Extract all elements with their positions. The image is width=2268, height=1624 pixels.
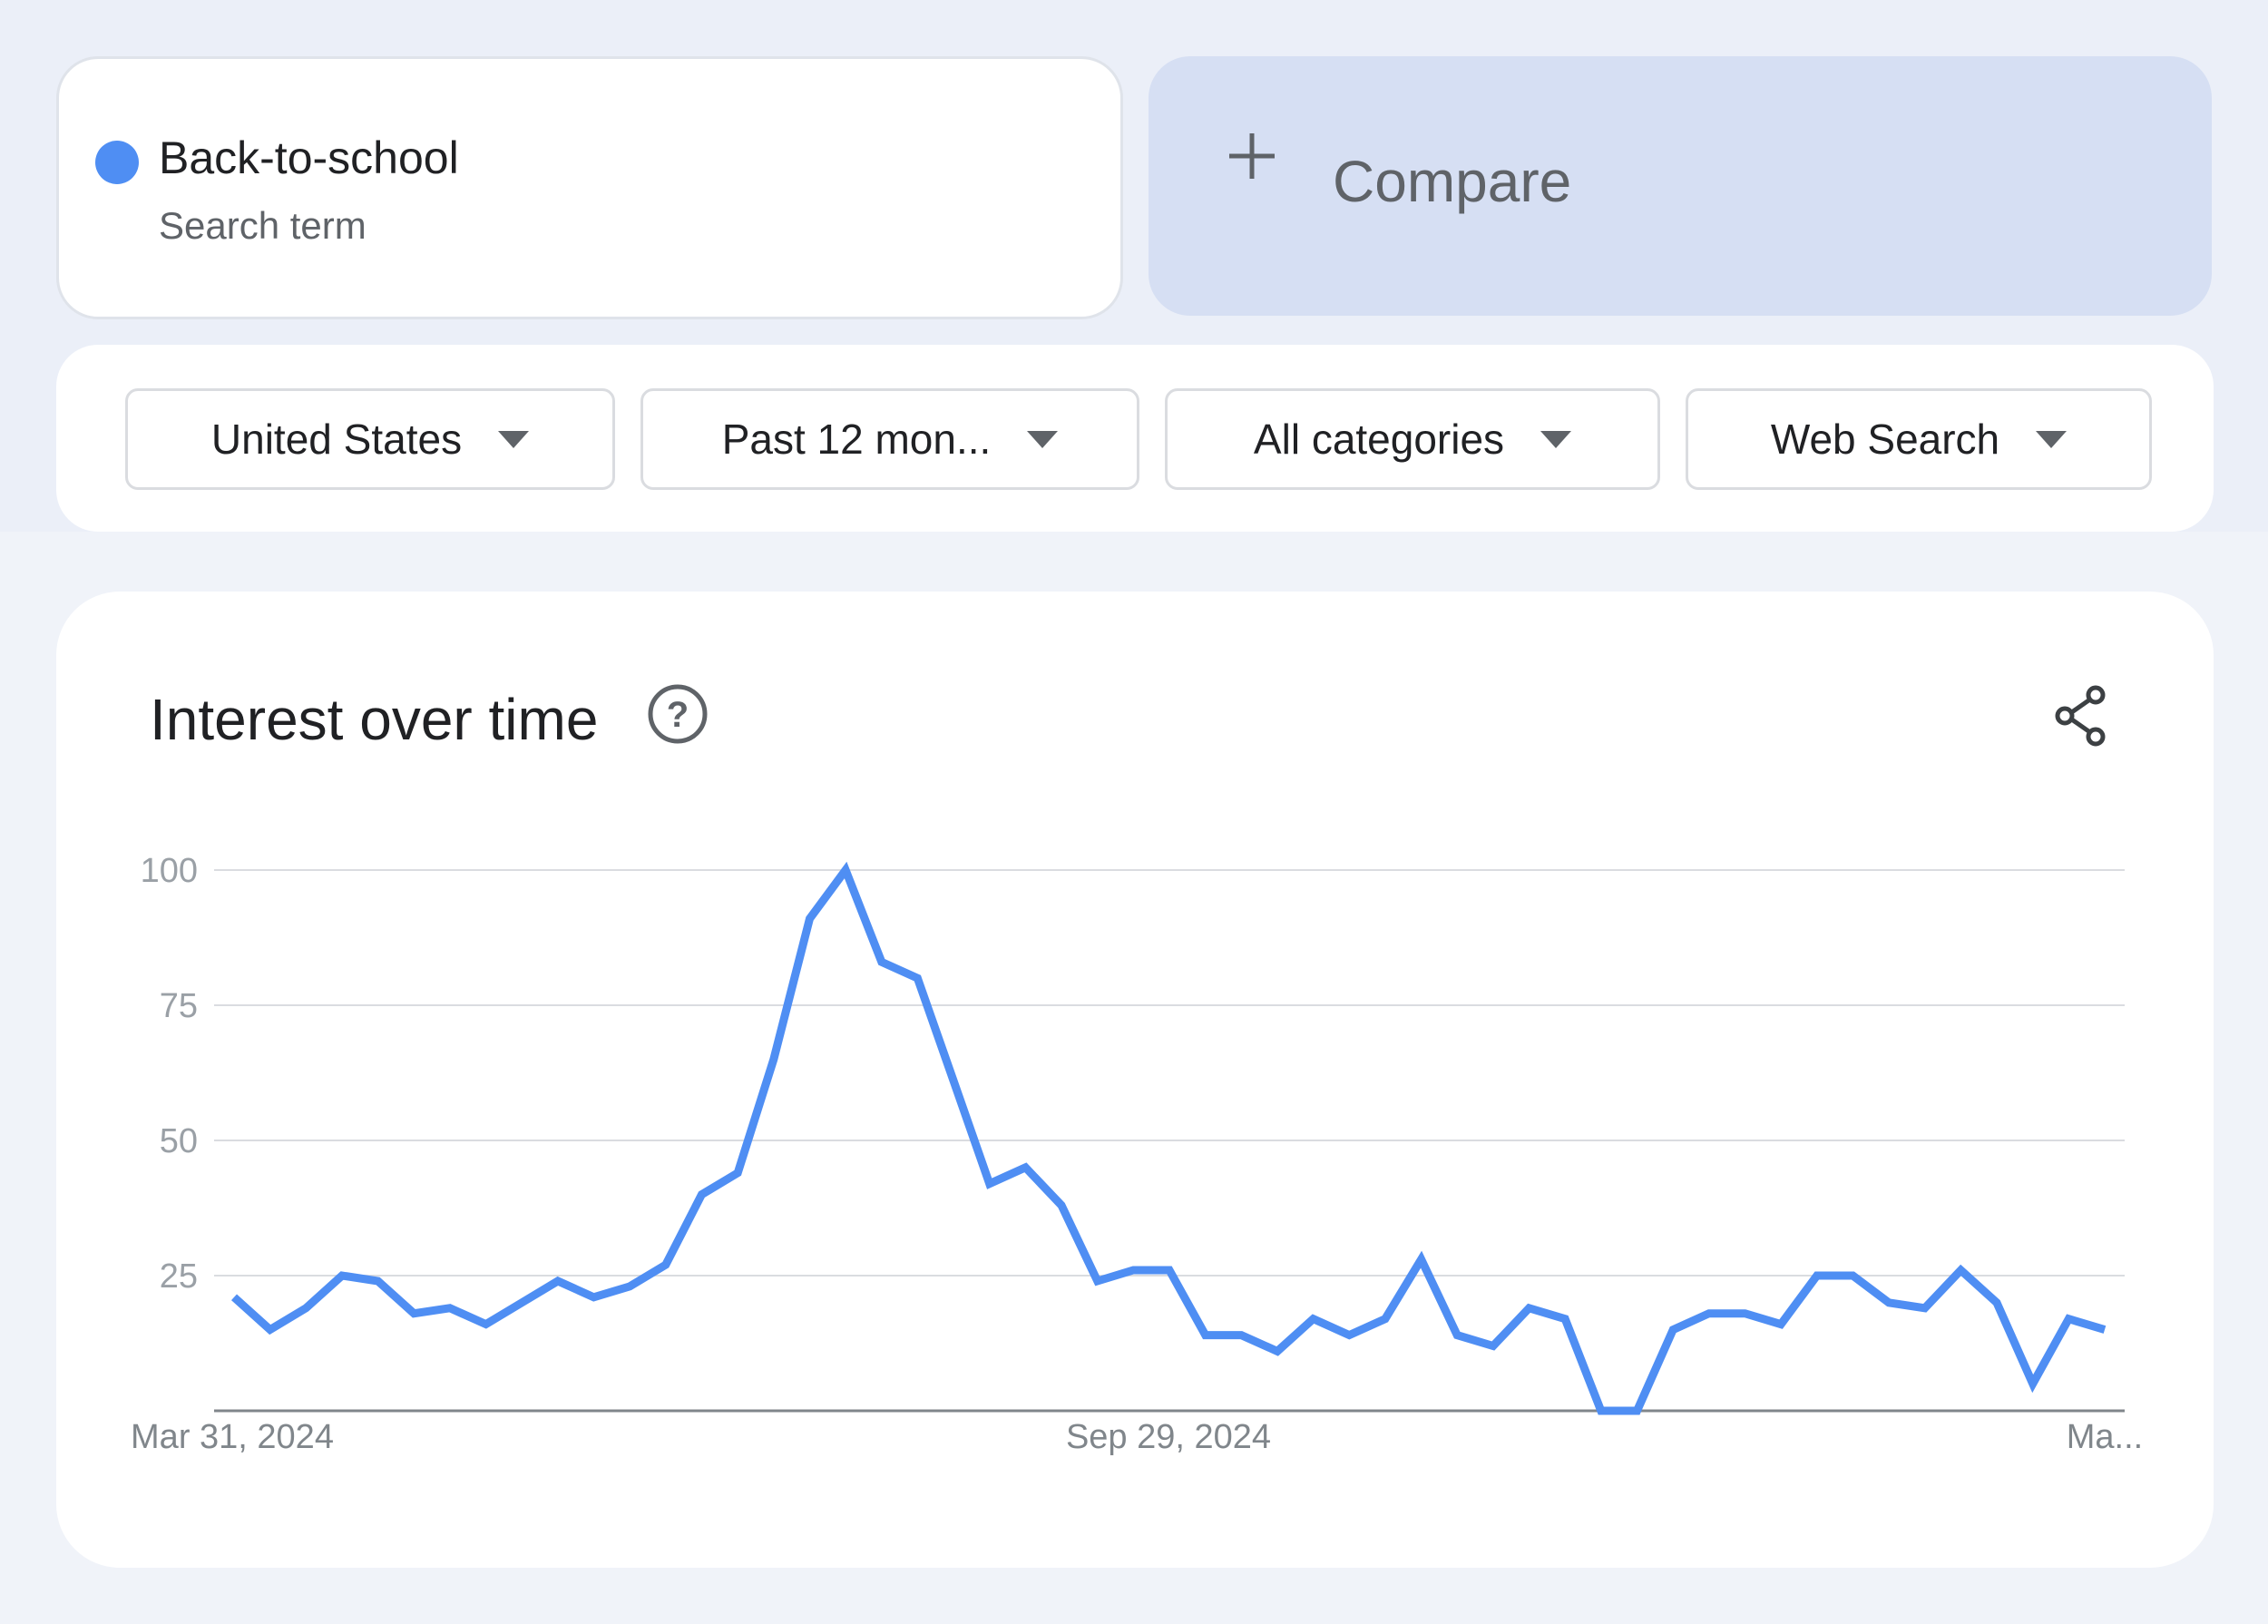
- search-type-dropdown[interactable]: Web Search: [1686, 388, 2152, 490]
- chevron-down-icon: [498, 430, 530, 448]
- time-range-dropdown[interactable]: Past 12 mon...: [640, 388, 1139, 490]
- y-tick-label: 50: [160, 1122, 198, 1160]
- search-term-subtitle: Search term: [159, 204, 367, 247]
- search-term-title[interactable]: Back-to-school: [159, 132, 459, 183]
- series-color-dot: [95, 141, 139, 184]
- chevron-down-icon: [2036, 430, 2068, 448]
- plus-icon: [1229, 133, 1275, 179]
- region-label: United States: [210, 416, 463, 463]
- category-dropdown[interactable]: All categories: [1165, 388, 1660, 490]
- category-label: All categories: [1253, 416, 1505, 463]
- svg-text:?: ?: [667, 695, 689, 735]
- y-tick-label: 100: [141, 852, 198, 890]
- interest-over-time-card: 100 75 50 25 Mar 31, 2024 Sep 29, 2024 Ma... I…: [56, 592, 2214, 1568]
- time-range-label: Past 12 mon...: [721, 416, 992, 463]
- region-dropdown[interactable]: United States: [125, 388, 615, 490]
- x-tick-label: Ma...: [2067, 1418, 2143, 1456]
- x-tick-label: Mar 31, 2024: [131, 1418, 334, 1456]
- chevron-down-icon: [1540, 430, 1572, 448]
- chevron-down-icon: [1027, 430, 1059, 448]
- chart-title: Interest over time: [150, 687, 599, 752]
- compare-button[interactable]: Compare: [1149, 56, 2212, 316]
- share-icon[interactable]: [2052, 684, 2112, 748]
- search-type-label: Web Search: [1770, 416, 2000, 463]
- compare-label: Compare: [1333, 149, 1572, 214]
- search-term-card[interactable]: Back-to-school Search term: [56, 56, 1123, 319]
- y-tick-label: 25: [160, 1257, 198, 1296]
- y-tick-label: 75: [160, 987, 198, 1025]
- series-line[interactable]: [230, 861, 2107, 1415]
- x-tick-label: Sep 29, 2024: [1066, 1418, 1271, 1456]
- help-circle-icon[interactable]: ?: [646, 682, 709, 746]
- filter-bar: United States Past 12 mon... All categor…: [56, 345, 2214, 532]
- interest-chart[interactable]: 100 75 50 25 Mar 31, 2024 Sep 29, 2024 Ma...: [56, 592, 2214, 1568]
